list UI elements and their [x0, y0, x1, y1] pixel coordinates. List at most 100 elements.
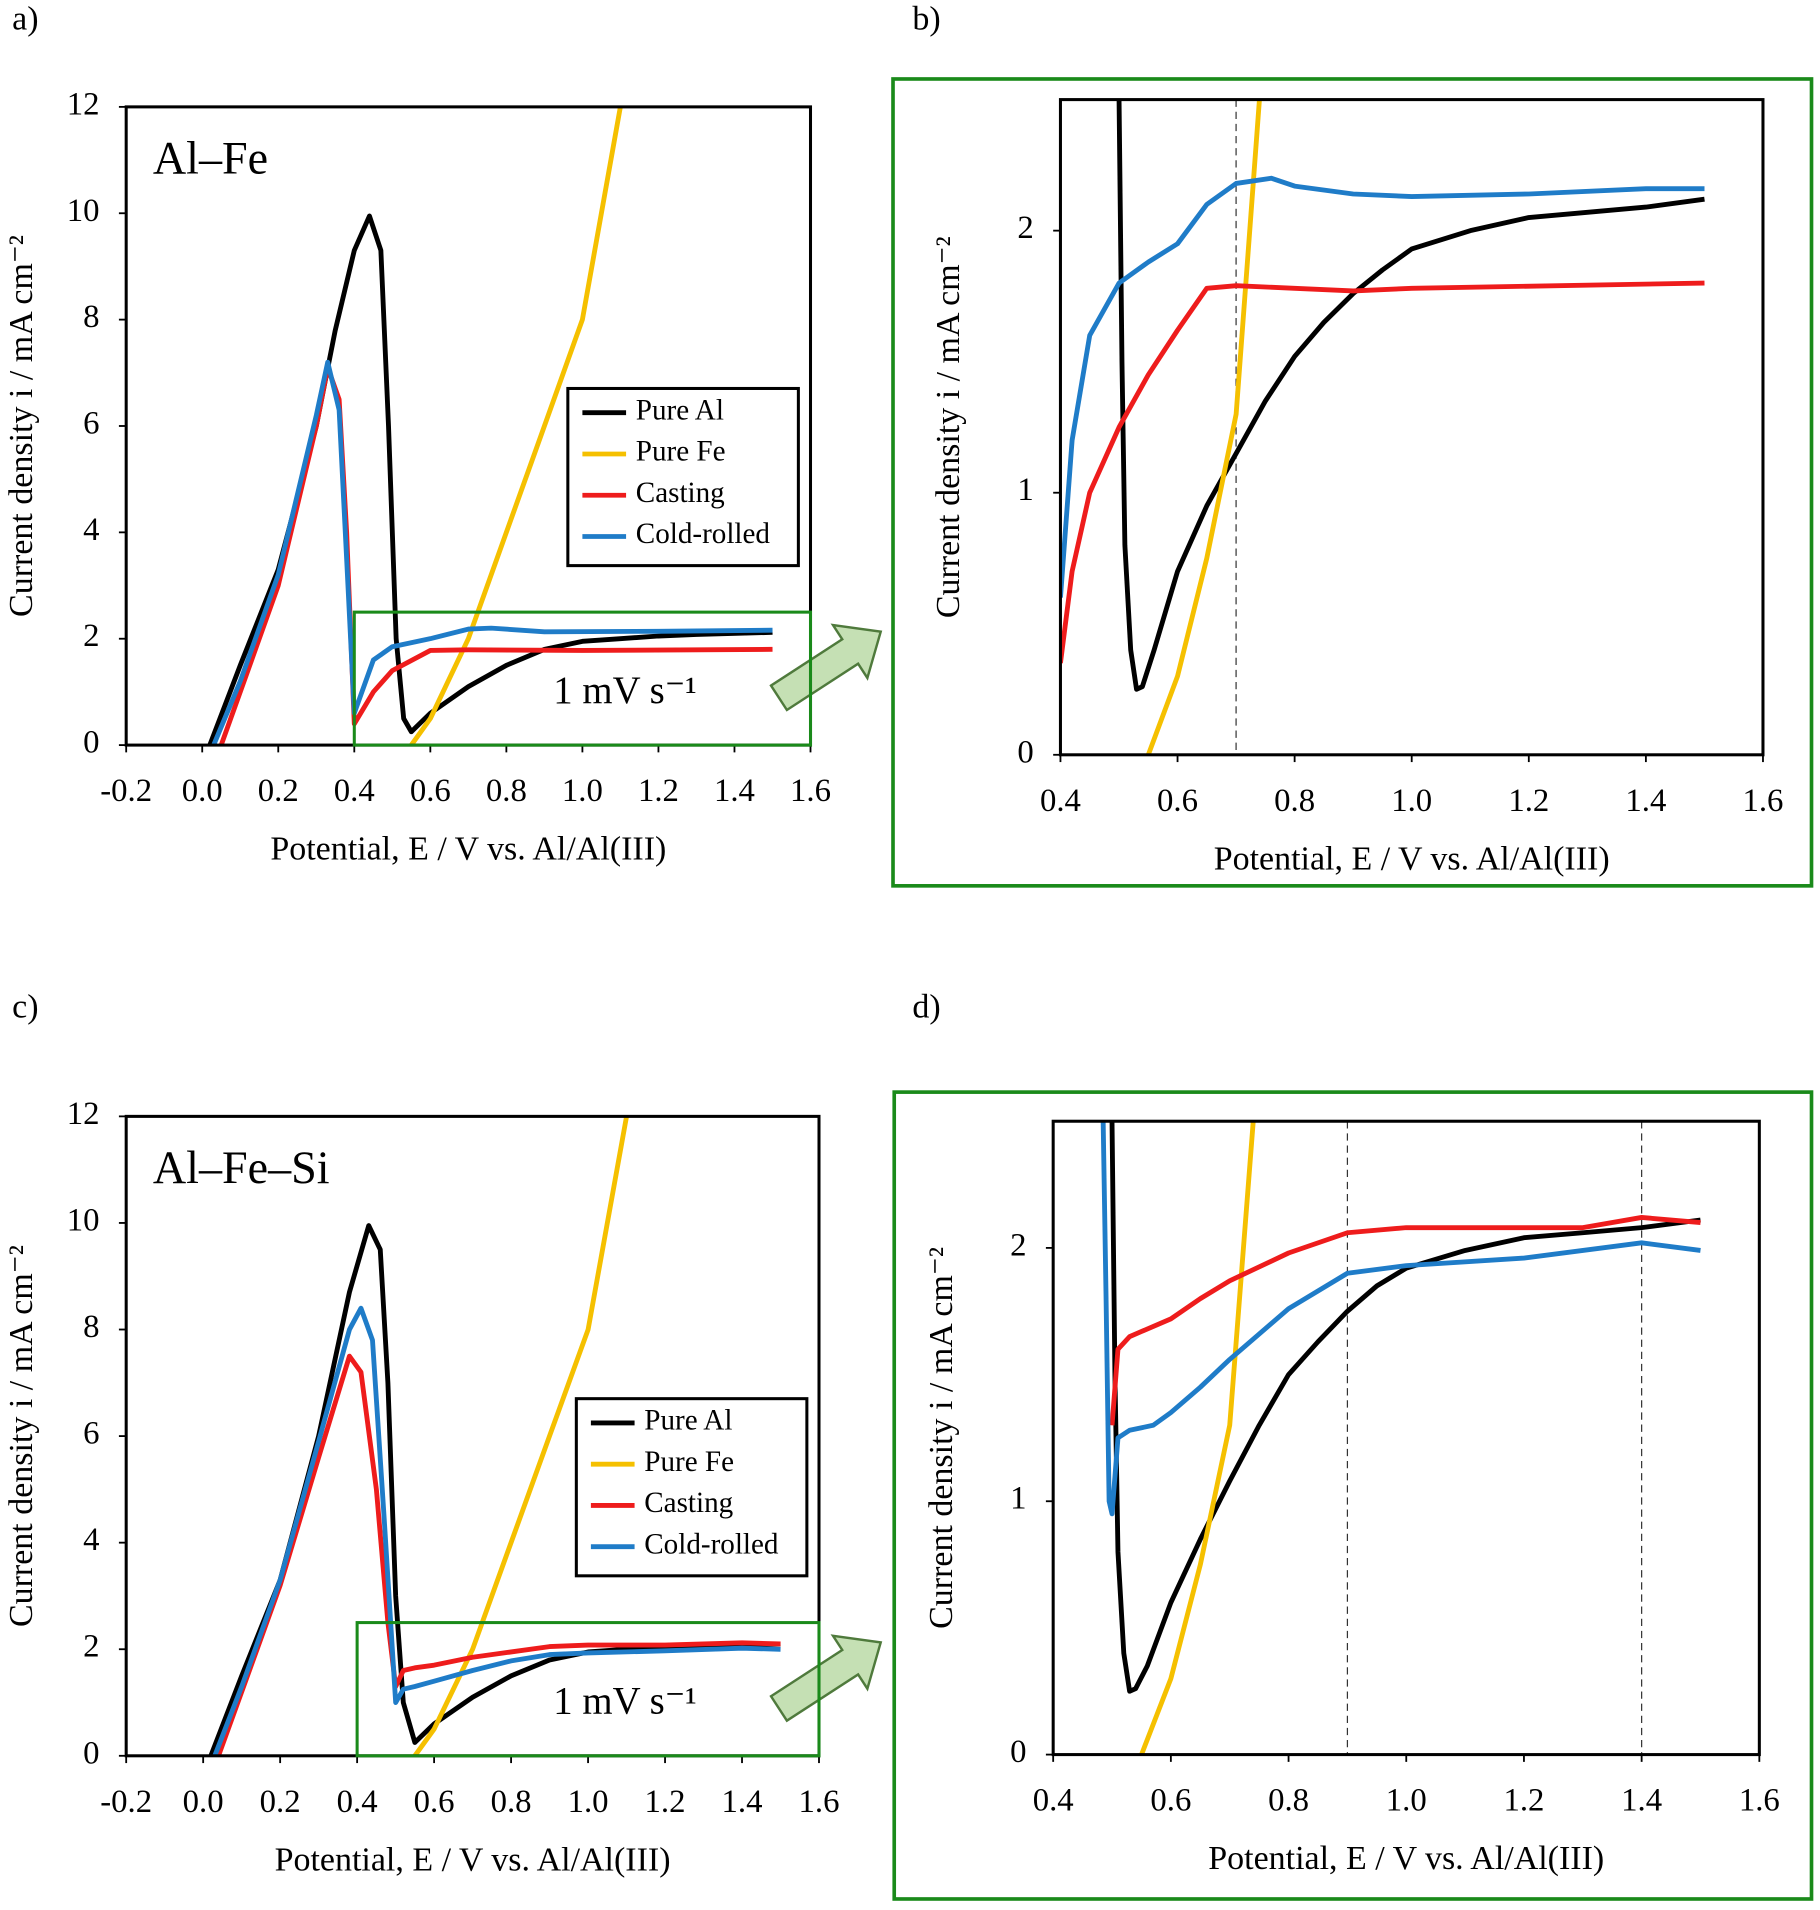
y-tick-label: 6	[83, 1416, 99, 1452]
series-line	[212, 1305, 781, 1756]
x-tick-label: 1.0	[1391, 783, 1432, 819]
x-tick-label: 0.8	[491, 1784, 532, 1820]
series-line	[1100, 1121, 1701, 1517]
series-line	[1116, 99, 1705, 692]
legend-label: Pure Fe	[644, 1446, 734, 1478]
y-tick-label: 0	[83, 725, 99, 761]
x-tick-label: 1.2	[1503, 1783, 1544, 1819]
x-axis-label: Potential, E / V vs. Al/Al(III)	[1214, 840, 1610, 877]
x-tick-label: 1.2	[638, 773, 679, 809]
panel-label: d)	[912, 988, 940, 1025]
x-axis-label: Potential, E / V vs. Al/Al(III)	[275, 1841, 671, 1878]
x-tick-label: 1.2	[1508, 783, 1549, 819]
y-tick-label: 0	[1010, 1734, 1026, 1770]
series-line	[1146, 99, 1262, 755]
legend-label: Pure Fe	[636, 436, 726, 468]
legend-label: Cold-rolled	[636, 518, 771, 550]
x-axis-label: Potential, E / V vs. Al/Al(III)	[270, 831, 666, 868]
y-tick-label: 8	[83, 299, 99, 335]
x-tick-label: 0.8	[1274, 783, 1315, 819]
x-tick-label: 0.0	[182, 773, 223, 809]
x-tick-label: 1.2	[645, 1784, 686, 1820]
series-line	[1060, 175, 1705, 598]
y-tick-label: 0	[83, 1735, 99, 1771]
panel-annotation: Al–Fe	[153, 132, 268, 183]
x-tick-label: 0.8	[486, 773, 527, 809]
legend-label: Pure Al	[644, 1405, 732, 1437]
x-tick-label: 1.4	[1621, 1783, 1662, 1819]
y-tick-label: 0	[1017, 734, 1033, 770]
x-tick-label: 1.6	[1739, 1783, 1780, 1819]
x-tick-label: 0.2	[260, 1784, 301, 1820]
rate-annotation: 1 mV s⁻¹	[553, 669, 697, 712]
y-tick-label: 1	[1017, 472, 1033, 508]
legend-label: Casting	[644, 1487, 733, 1519]
x-tick-label: 1.0	[568, 1784, 609, 1820]
panel-annotation: Al–Fe–Si	[153, 1142, 330, 1193]
y-tick-label: 2	[1010, 1227, 1026, 1263]
x-tick-label: -0.2	[100, 773, 152, 809]
plot-frame	[1051, 1119, 1761, 1757]
series-line	[1109, 1215, 1701, 1426]
zoom-arrow	[769, 623, 883, 712]
zoom-frame	[891, 77, 1814, 888]
series-line	[412, 1116, 629, 1756]
y-tick-label: 4	[83, 512, 99, 548]
x-tick-label: 0.4	[1033, 1783, 1074, 1819]
y-tick-label: 10	[67, 193, 100, 229]
legend-label: Pure Al	[636, 394, 724, 426]
y-axis-label: Current density i / mA cm⁻²	[923, 1247, 960, 1629]
x-tick-label: 1.4	[1625, 783, 1666, 819]
legend-label: Cold-rolled	[644, 1528, 779, 1560]
x-tick-label: 0.6	[410, 773, 451, 809]
series-line	[409, 106, 623, 746]
x-tick-label: 0.4	[337, 1784, 378, 1820]
x-tick-label: 0.4	[1040, 783, 1081, 819]
x-tick-label: 1.0	[1386, 1783, 1427, 1819]
zoom-frame	[892, 1090, 1814, 1901]
x-tick-label: 1.4	[714, 773, 755, 809]
legend-label: Casting	[636, 477, 725, 509]
y-axis-label: Current density i / mA cm⁻²	[930, 236, 967, 618]
panel-label: c)	[12, 988, 38, 1025]
y-axis-label: Current density i / mA cm⁻²	[3, 1245, 40, 1627]
x-tick-label: -0.2	[100, 1784, 152, 1820]
zoom-region	[352, 610, 813, 747]
x-tick-label: 1.6	[1743, 783, 1784, 819]
y-tick-label: 1	[1010, 1481, 1026, 1517]
y-tick-label: 8	[83, 1309, 99, 1345]
plot-frame	[1058, 98, 1765, 757]
x-tick-label: 0.6	[414, 1784, 455, 1820]
x-tick-label: 0.6	[1150, 1783, 1191, 1819]
series-line	[216, 1353, 781, 1756]
y-tick-label: 2	[83, 618, 99, 654]
zoom-region	[355, 1621, 821, 1758]
x-tick-label: 1.4	[722, 1784, 763, 1820]
series-line	[211, 359, 773, 746]
y-tick-label: 10	[67, 1202, 100, 1238]
y-axis-label: Current density i / mA cm⁻²	[3, 235, 40, 617]
y-tick-label: 2	[83, 1629, 99, 1665]
series-line	[1139, 1121, 1256, 1755]
rate-annotation: 1 mV s⁻¹	[553, 1680, 697, 1723]
x-tick-label: 1.6	[790, 773, 831, 809]
y-tick-label: 12	[67, 1096, 100, 1132]
y-tick-label: 12	[67, 86, 100, 122]
zoom-arrow	[769, 1634, 883, 1723]
x-tick-label: 0.8	[1268, 1783, 1309, 1819]
panel-label: b)	[912, 1, 940, 38]
x-axis-label: Potential, E / V vs. Al/Al(III)	[1208, 1840, 1604, 1877]
x-tick-label: 1.0	[562, 773, 603, 809]
x-tick-label: 1.6	[799, 1784, 840, 1820]
x-tick-label: 0.6	[1157, 783, 1198, 819]
series-line	[1060, 280, 1705, 664]
x-tick-label: 0.0	[183, 1784, 224, 1820]
x-tick-label: 0.2	[258, 773, 299, 809]
y-tick-label: 2	[1017, 210, 1033, 246]
y-tick-label: 6	[83, 406, 99, 442]
panel-label: a)	[12, 1, 38, 38]
y-tick-label: 4	[83, 1522, 99, 1558]
series-line	[1109, 1121, 1701, 1694]
x-tick-label: 0.4	[334, 773, 375, 809]
